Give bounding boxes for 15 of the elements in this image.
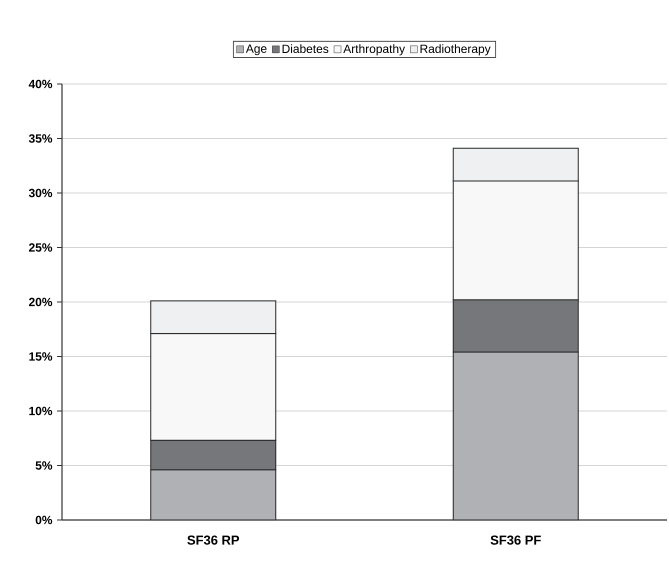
legend-label: Arthropathy: [343, 44, 406, 56]
y-tick-label: 5%: [36, 461, 52, 470]
y-tick-label: 0%: [36, 516, 52, 524]
y-tick-label: 25%: [28, 243, 52, 252]
legend-label: Age: [246, 44, 267, 56]
legend-label: Radiotherapy: [420, 44, 491, 56]
y-tick-label: 20%: [28, 298, 52, 306]
x-tick-label: SF36 PF: [490, 536, 541, 545]
y-tick-label: 15%: [29, 352, 52, 361]
y-tick-label: 35%: [28, 134, 52, 143]
legend-label: Diabetes: [282, 44, 328, 54]
x-tick-label: SF36 RP: [187, 536, 240, 545]
y-tick-label: 30%: [28, 188, 52, 198]
y-tick-label: 10%: [29, 406, 52, 416]
y-tick-label: 40%: [28, 80, 52, 88]
